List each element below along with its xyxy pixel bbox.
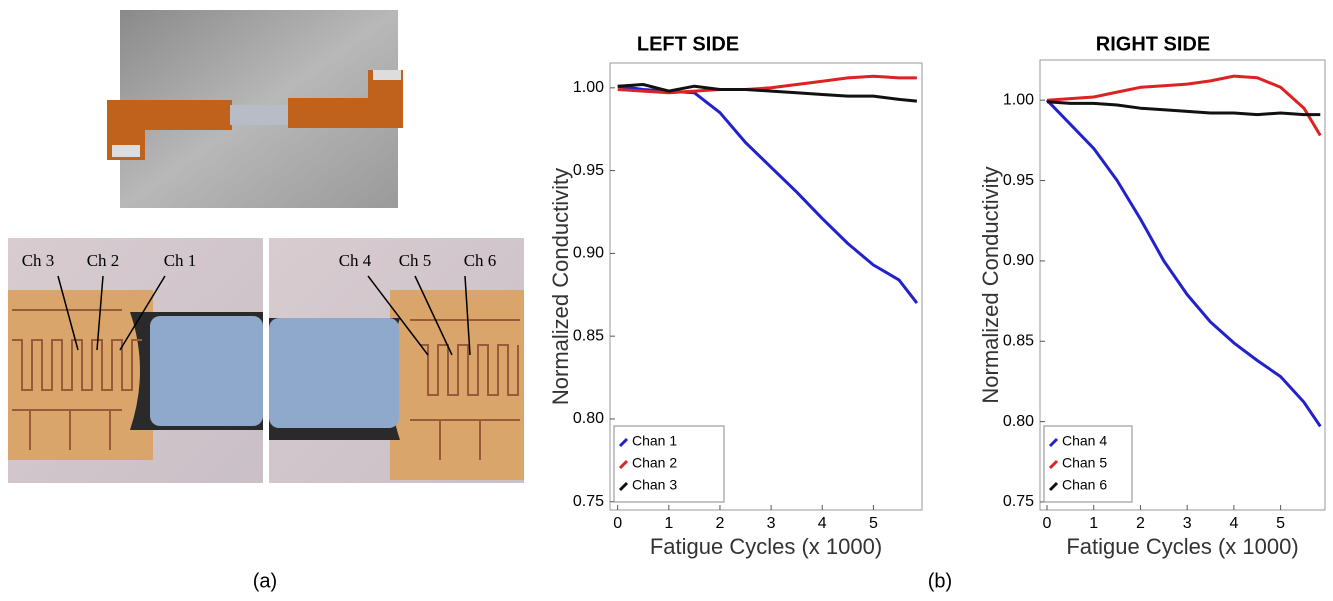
series-line <box>617 83 918 103</box>
y-tick-label: 1.00 <box>1003 91 1034 108</box>
x-tick-label: 2 <box>1136 515 1145 532</box>
legend-label: Chan 1 <box>632 433 677 449</box>
photo-right-closeup <box>269 238 524 483</box>
photo-label: Ch 2 <box>87 251 120 270</box>
y-tick-label: 0.90 <box>573 245 604 262</box>
legend-swatch <box>1048 437 1059 448</box>
legend-swatch <box>1048 481 1059 492</box>
x-tick-label: 3 <box>767 515 776 532</box>
x-axis-label: Fatigue Cycles (x 1000) <box>650 534 882 559</box>
legend-swatch <box>618 459 629 470</box>
x-tick-label: 5 <box>1276 515 1285 532</box>
plot-frame <box>609 62 923 511</box>
x-tick-label: 1 <box>664 515 673 532</box>
panel-label: (a) <box>253 570 277 592</box>
x-tick-label: 1 <box>1089 515 1098 532</box>
chart-title: RIGHT SIDE <box>1096 33 1210 55</box>
photo-label: Ch 3 <box>22 251 55 270</box>
x-tick-label: 0 <box>1043 515 1052 532</box>
legend-label: Chan 4 <box>1062 433 1107 449</box>
pointer-arrows <box>57 275 471 356</box>
y-tick-label: 0.80 <box>573 410 604 427</box>
series-line <box>1046 74 1322 137</box>
y-tick-label: 0.75 <box>573 493 604 510</box>
photo-left-closeup <box>8 238 263 483</box>
x-tick-label: 4 <box>818 515 827 532</box>
legend-label: Chan 2 <box>632 455 677 471</box>
x-tick-label: 3 <box>1183 515 1192 532</box>
y-tick-label: 1.00 <box>573 79 604 96</box>
panel-label: (b) <box>928 570 952 592</box>
plot-frame <box>1039 59 1326 511</box>
legend-box <box>1043 425 1133 503</box>
y-tick-label: 0.75 <box>1003 493 1034 510</box>
y-tick-label: 0.95 <box>573 162 604 179</box>
photo-specimen <box>107 10 403 208</box>
x-axis-label: Fatigue Cycles (x 1000) <box>1066 534 1298 559</box>
series-line <box>1045 99 1322 428</box>
y-tick-label: 0.95 <box>1003 172 1034 189</box>
y-axis-label: Normalized Conductivity <box>548 168 573 405</box>
series-line <box>1046 100 1321 117</box>
legend-swatch <box>618 437 629 448</box>
x-tick-label: 4 <box>1229 515 1238 532</box>
photo-label: Ch 6 <box>464 251 497 270</box>
legend-box <box>613 425 725 503</box>
y-axis-label: Normalized Conductivity <box>978 166 1003 403</box>
series-line <box>617 74 917 95</box>
photo-label: Ch 1 <box>164 251 197 270</box>
legend-label: Chan 3 <box>632 477 677 493</box>
photo-label: Ch 5 <box>399 251 432 270</box>
series-line <box>617 84 919 305</box>
y-tick-label: 0.85 <box>573 327 604 344</box>
legend-label: Chan 5 <box>1062 455 1107 471</box>
y-tick-label: 0.85 <box>1003 332 1034 349</box>
x-tick-label: 0 <box>613 515 622 532</box>
x-tick-label: 5 <box>869 515 878 532</box>
legend-swatch <box>618 481 629 492</box>
x-tick-label: 2 <box>716 515 725 532</box>
y-tick-label: 0.90 <box>1003 252 1034 269</box>
legend-swatch <box>1048 459 1059 470</box>
y-tick-label: 0.80 <box>1003 413 1034 430</box>
legend-label: Chan 6 <box>1062 477 1107 493</box>
chart-title: LEFT SIDE <box>637 33 739 55</box>
photo-label: Ch 4 <box>339 251 372 270</box>
